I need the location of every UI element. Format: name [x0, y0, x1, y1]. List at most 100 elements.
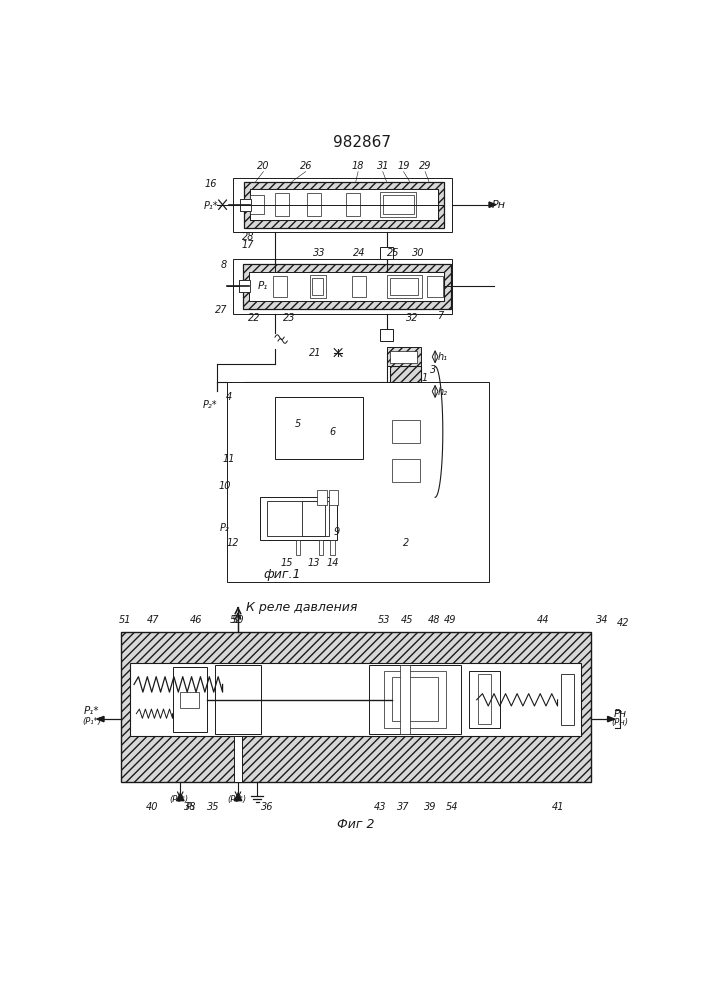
Bar [244, 486, 398, 551]
Bar [130, 663, 581, 736]
Text: 36: 36 [261, 802, 274, 812]
Bar [380, 192, 416, 217]
Bar [240, 199, 251, 211]
Text: 9: 9 [334, 527, 339, 537]
Text: фиг.1: фиг.1 [264, 568, 301, 581]
Text: P₁: P₁ [186, 802, 196, 812]
Text: (P₂*): (P₂*) [227, 795, 246, 804]
Text: P₁: P₁ [258, 281, 269, 291]
Bar [233, 259, 452, 314]
Text: 54: 54 [446, 802, 458, 812]
Bar [369, 665, 461, 734]
Bar [234, 736, 242, 782]
Bar [428, 276, 443, 297]
Bar [121, 632, 590, 782]
Bar [249, 272, 444, 301]
Bar [387, 347, 421, 366]
Text: 12: 12 [226, 538, 239, 548]
Bar [330, 540, 335, 555]
Text: 33: 33 [313, 248, 326, 258]
Bar [379, 189, 417, 220]
Polygon shape [489, 202, 496, 207]
Bar [275, 397, 363, 459]
Text: P₂: P₂ [220, 523, 230, 533]
Polygon shape [97, 716, 104, 722]
Text: 46: 46 [189, 615, 202, 625]
Bar [392, 420, 420, 443]
Text: 4: 4 [226, 392, 232, 402]
Bar [243, 264, 450, 309]
Bar [245, 280, 250, 292]
Text: (Pн): (Pн) [612, 718, 629, 727]
Bar [344, 189, 361, 220]
Bar [375, 382, 421, 401]
Bar [227, 382, 489, 582]
Bar [275, 193, 288, 216]
Text: 23: 23 [283, 313, 295, 323]
Bar [387, 275, 422, 298]
Text: P₂*: P₂* [203, 400, 218, 410]
Text: 42: 42 [617, 618, 629, 628]
Bar [173, 667, 207, 732]
Bar [239, 280, 250, 292]
Bar [233, 178, 452, 232]
Bar [302, 501, 310, 536]
Text: 13: 13 [308, 558, 320, 568]
Text: 53: 53 [378, 615, 390, 625]
Bar [247, 199, 251, 211]
Bar [385, 671, 446, 728]
Text: 22: 22 [248, 313, 260, 323]
Bar [420, 189, 438, 220]
Text: 7: 7 [438, 311, 443, 321]
Bar [392, 677, 438, 721]
Bar [399, 665, 411, 734]
Bar [380, 329, 393, 341]
Text: 28: 28 [242, 232, 255, 242]
Bar [449, 665, 461, 734]
Bar [317, 501, 325, 536]
Polygon shape [234, 794, 242, 801]
Bar [250, 189, 274, 220]
Bar [390, 366, 421, 497]
Polygon shape [176, 794, 184, 801]
Text: 982867: 982867 [333, 135, 391, 150]
Bar [215, 665, 261, 734]
Bar [369, 665, 381, 734]
Bar [469, 671, 500, 728]
Text: 11: 11 [223, 454, 235, 464]
Text: 2: 2 [403, 538, 409, 548]
Bar [390, 351, 417, 363]
Bar [250, 195, 264, 214]
Bar [274, 189, 291, 220]
Bar [310, 275, 326, 298]
Text: 29: 29 [419, 161, 431, 171]
Text: h₁: h₁ [438, 352, 448, 362]
Bar [305, 189, 322, 220]
Text: 24: 24 [354, 248, 366, 258]
Text: 1: 1 [422, 373, 428, 383]
Bar [390, 278, 418, 295]
Text: Pн: Pн [491, 200, 506, 210]
Text: Pн: Pн [614, 709, 626, 719]
Bar [259, 497, 337, 540]
Bar [244, 382, 390, 482]
Bar [329, 490, 338, 505]
Text: 3: 3 [430, 365, 436, 375]
Bar [561, 674, 575, 725]
Text: 15: 15 [280, 558, 293, 568]
Bar [239, 280, 243, 292]
Text: 41: 41 [552, 802, 565, 812]
Text: 8: 8 [220, 260, 226, 270]
Text: 39: 39 [424, 802, 437, 812]
Text: 16: 16 [205, 179, 217, 189]
Bar [317, 490, 327, 505]
Text: 26: 26 [300, 161, 312, 171]
Bar [478, 674, 491, 724]
Bar [244, 182, 444, 228]
Text: 47: 47 [147, 615, 160, 625]
Text: 52: 52 [230, 615, 243, 625]
Text: 21: 21 [309, 348, 321, 358]
Bar [302, 501, 325, 536]
Bar [352, 276, 366, 297]
Text: 48: 48 [428, 615, 440, 625]
